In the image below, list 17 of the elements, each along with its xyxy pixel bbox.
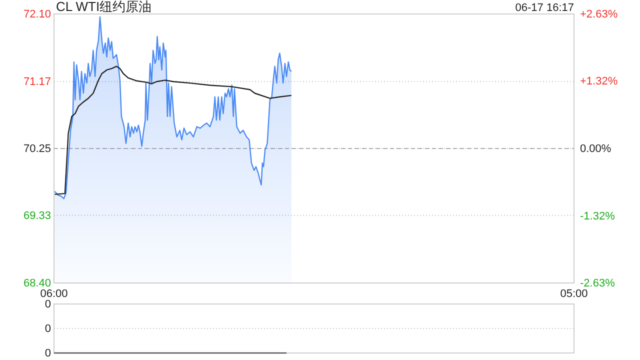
y2-tick-label: -2.63%	[580, 278, 616, 290]
y-tick-label: 68.40	[23, 278, 51, 290]
y2-tick-label: +1.32%	[580, 76, 618, 88]
y2-tick-label: 0.00%	[580, 143, 612, 156]
y-tick-label: 72.10	[23, 8, 51, 21]
y-tick-label: 69.33	[23, 210, 51, 222]
y-tick-label: 0	[44, 323, 51, 336]
chart-title: CL WTI纽约原油	[56, 0, 152, 14]
y2-tick-label: +2.63%	[580, 8, 618, 21]
y-tick-label: 71.17	[23, 76, 51, 88]
x-tick-label: 06:00	[40, 288, 68, 300]
x-tick-label: 05:00	[560, 288, 588, 300]
y-tick-label: 0	[44, 348, 51, 360]
y-tick-label: 70.25	[23, 143, 51, 156]
y-tick-label: 0	[44, 298, 51, 311]
text: 06-17 16:17	[515, 2, 574, 14]
y2-tick-label: -1.32%	[580, 210, 616, 223]
